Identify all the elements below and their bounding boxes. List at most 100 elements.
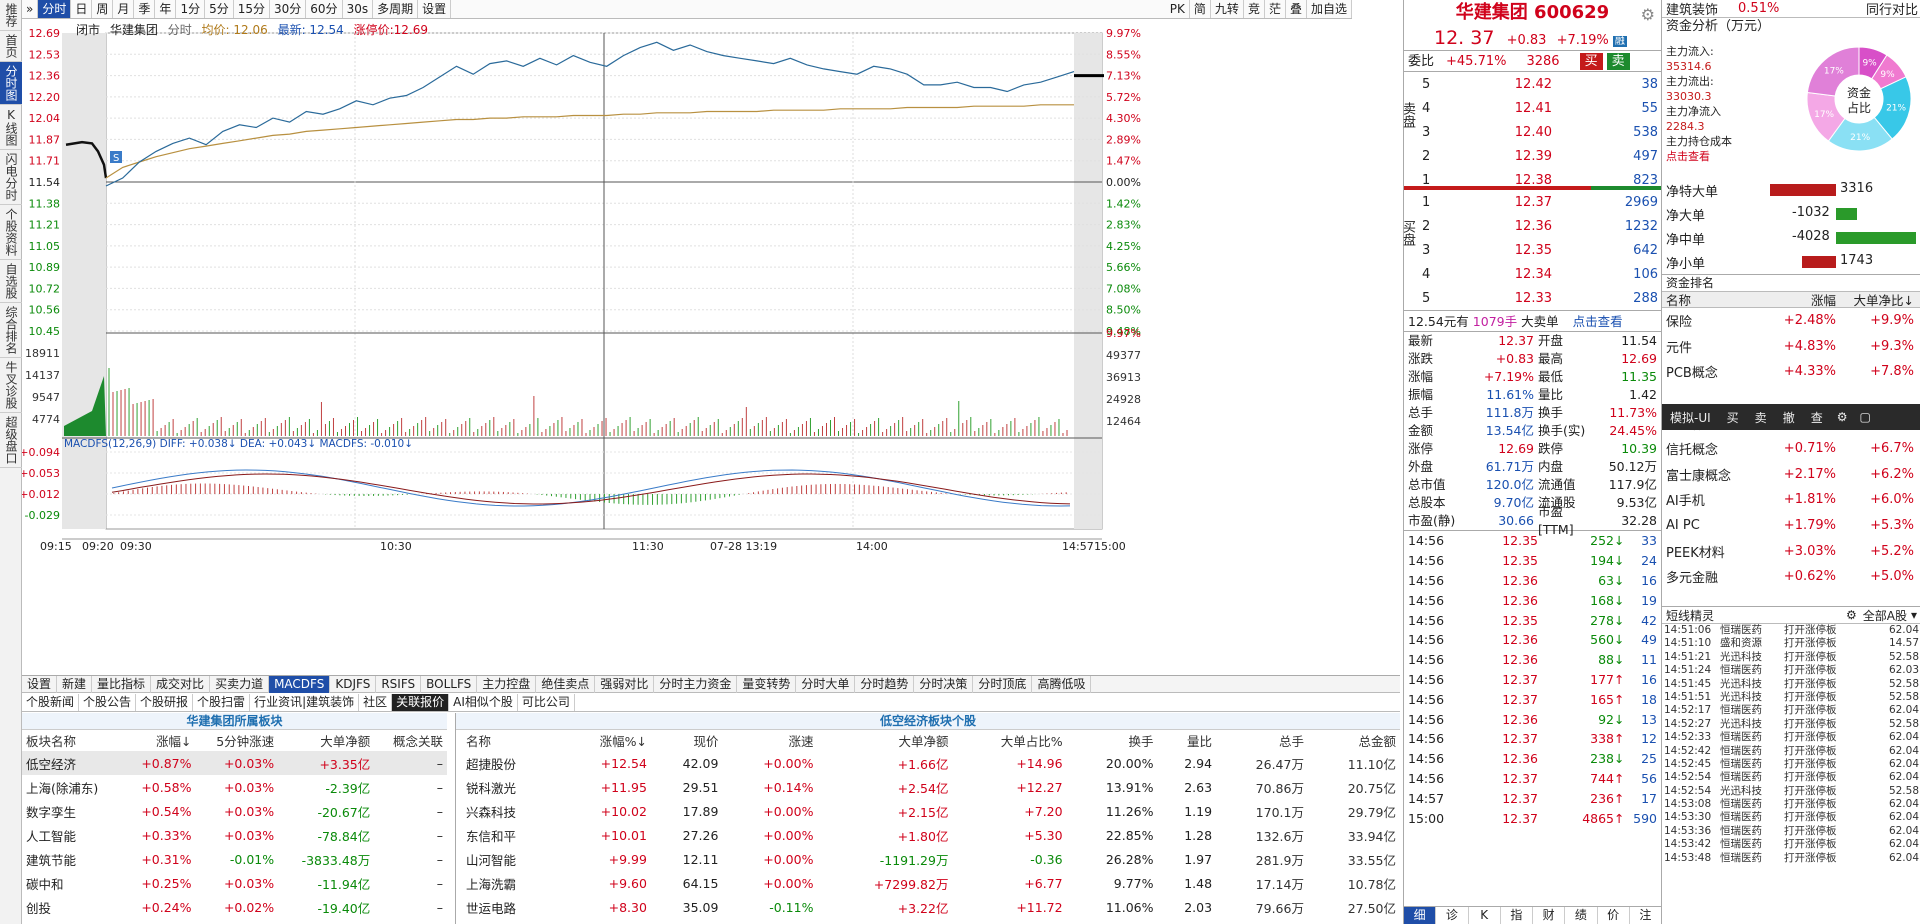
nav-item-6[interactable]: 自选股 bbox=[0, 260, 22, 303]
sector-col-header[interactable]: 涨幅↓ bbox=[156, 734, 192, 749]
quote-tab-4[interactable]: 财 bbox=[1533, 907, 1566, 924]
stock-row[interactable]: 锐科激光 +11.95 29.51 +0.14% +2.54亿 +12.27 13.91% 2… bbox=[456, 775, 1400, 799]
alert-row[interactable]: 14:52:33 恒瑞医药 打开涨停板 62.04 bbox=[1662, 731, 1920, 744]
alert-row[interactable]: 14:51:24 恒瑞医药 打开涨停板 62.03 bbox=[1662, 664, 1920, 677]
stock-col-header[interactable]: 涨幅%↓ bbox=[599, 734, 647, 749]
buy-button[interactable]: 买 bbox=[1579, 52, 1603, 70]
nav-item-2[interactable]: 分时图 bbox=[0, 62, 22, 105]
compare-link[interactable]: 同行对比 bbox=[1865, 3, 1918, 18]
nav-item-1[interactable]: 首页 bbox=[0, 31, 22, 62]
stock-row[interactable]: 山河智能 +9.99 12.11 +0.00% -1191.29万 -0.36 26.28%… bbox=[456, 847, 1400, 871]
nav-item-5[interactable]: 个股资料 bbox=[0, 205, 22, 260]
toolbar-right-6[interactable]: 加自选 bbox=[1307, 0, 1352, 18]
quote-tab-7[interactable]: 注 bbox=[1630, 907, 1662, 924]
overlay-btn-3[interactable]: 撤 bbox=[1782, 410, 1795, 425]
indicator-tab-0[interactable]: 设置 bbox=[22, 675, 58, 693]
overlay-btn-2[interactable]: 卖 bbox=[1754, 410, 1767, 425]
toolbar-right-0[interactable]: PK bbox=[1166, 0, 1190, 18]
indicator-tab-17[interactable]: 分时顶底 bbox=[973, 675, 1033, 693]
book-level[interactable]: 4 12.34 106 bbox=[1422, 262, 1661, 286]
stock-col-header[interactable]: 大单净额 bbox=[898, 734, 949, 749]
rank-row[interactable]: PEEK材料 +3.03% +5.2% bbox=[1662, 538, 1920, 564]
alert-row[interactable]: 14:52:54 恒瑞医药 打开涨停板 62.04 bbox=[1662, 771, 1920, 784]
indicator-tab-3[interactable]: 成交对比 bbox=[151, 675, 211, 693]
stock-row[interactable]: 兴森科技 +10.02 17.89 +0.00% +2.15亿 +7.20 11.26% 1.… bbox=[456, 799, 1400, 823]
sector-col-header[interactable]: 5分钟涨速 bbox=[216, 734, 275, 749]
book-level[interactable]: 1 12.38 823 bbox=[1422, 168, 1661, 192]
period-8[interactable]: 15分 bbox=[234, 0, 270, 18]
collapse-icon[interactable]: » bbox=[22, 0, 39, 18]
info-tab-5[interactable]: 社区 bbox=[359, 694, 393, 711]
stock-row[interactable]: 金禄电子+7.2026.34+0.04%+5081.31万+11.5023.55… bbox=[456, 919, 1400, 924]
big-order-link[interactable]: 点击查看 bbox=[1572, 313, 1623, 329]
alert-row[interactable]: 14:52:54 光迅科技 打开涨停板 52.58 bbox=[1662, 785, 1920, 798]
sector-row[interactable]: 人工智能 +0.33% +0.03% -78.84亿 – bbox=[22, 823, 447, 847]
alert-row[interactable]: 14:53:08 恒瑞医药 打开涨停板 62.04 bbox=[1662, 798, 1920, 811]
period-3[interactable]: 月 bbox=[113, 0, 135, 18]
period-11[interactable]: 30s bbox=[343, 0, 374, 18]
overlay-btn-0[interactable]: 模拟-UI bbox=[1670, 410, 1711, 425]
sector-row[interactable]: 碳中和 +0.25% +0.03% -11.94亿 – bbox=[22, 871, 447, 895]
rank-col-header[interactable]: 大单净比↓ bbox=[1853, 293, 1914, 308]
period-1[interactable]: 日 bbox=[71, 0, 93, 18]
toolbar-right-4[interactable]: 茫 bbox=[1265, 0, 1286, 18]
sector-row[interactable]: 上海(除浦东) +0.58% +0.03% -2.39亿 – bbox=[22, 775, 447, 799]
alert-row[interactable]: 14:53:48 恒瑞医药 打开涨停板 62.04 bbox=[1662, 852, 1920, 865]
rank-row[interactable]: AI手机 +1.81% +6.0% bbox=[1662, 487, 1920, 513]
indicator-tab-2[interactable]: 量比指标 bbox=[92, 675, 152, 693]
rank-col-header[interactable]: 涨幅 bbox=[1810, 293, 1836, 308]
period-7[interactable]: 5分 bbox=[205, 0, 234, 18]
sell-button[interactable]: 卖 bbox=[1606, 52, 1630, 70]
period-6[interactable]: 1分 bbox=[176, 0, 206, 18]
alert-row[interactable]: 14:52:42 恒瑞医药 打开涨停板 62.04 bbox=[1662, 745, 1920, 758]
alert-row[interactable]: 14:51:06 恒瑞医药 打开涨停板 62.04 bbox=[1662, 624, 1920, 637]
rank-row[interactable]: 保险 +2.48% +9.9% bbox=[1662, 308, 1920, 334]
sector-row[interactable]: 建筑节能 +0.31% -0.01% -3833.48万 – bbox=[22, 847, 447, 871]
period-10[interactable]: 60分 bbox=[306, 0, 343, 18]
info-tab-3[interactable]: 个股扫雷 bbox=[193, 694, 251, 711]
alert-row[interactable]: 14:52:17 恒瑞医药 打开涨停板 62.04 bbox=[1662, 704, 1920, 717]
gear-icon[interactable]: ⚙ bbox=[1640, 5, 1655, 24]
info-tab-1[interactable]: 个股公告 bbox=[79, 694, 137, 711]
book-level[interactable]: 5 12.33 288 bbox=[1422, 286, 1661, 310]
rank-row[interactable]: 多元金融 +0.62% +5.0% bbox=[1662, 564, 1920, 590]
book-level[interactable]: 3 12.35 642 bbox=[1422, 238, 1661, 262]
toolbar-right-2[interactable]: 九转 bbox=[1211, 0, 1244, 18]
quote-tab-5[interactable]: 绩 bbox=[1565, 907, 1598, 924]
info-tab-0[interactable]: 个股新闻 bbox=[22, 694, 80, 711]
sector-row[interactable]: 数字孪生 +0.54% +0.03% -20.67亿 – bbox=[22, 799, 447, 823]
indicator-tab-6[interactable]: KDJFS bbox=[330, 675, 377, 693]
period-13[interactable]: 设置 bbox=[418, 0, 452, 18]
indicator-tab-8[interactable]: BOLLFS bbox=[421, 675, 478, 693]
stock-row[interactable]: 东信和平 +10.01 27.26 +0.00% +1.80亿 +5.30 22.85% 1.… bbox=[456, 823, 1400, 847]
rank-row[interactable]: 信托概念 +0.71% +6.7% bbox=[1662, 436, 1920, 462]
quote-tab-3[interactable]: 指 bbox=[1501, 907, 1533, 924]
book-level[interactable]: 4 12.41 55 bbox=[1422, 96, 1661, 120]
info-tab-2[interactable]: 个股研报 bbox=[136, 694, 194, 711]
nav-item-3[interactable]: K线图 bbox=[0, 105, 22, 150]
stock-col-header[interactable]: 量比 bbox=[1187, 734, 1213, 749]
indicator-tab-4[interactable]: 买卖力道 bbox=[210, 675, 270, 693]
stock-col-header[interactable]: 涨速 bbox=[788, 734, 814, 749]
info-tab-7[interactable]: AI相似个股 bbox=[449, 694, 518, 711]
indicator-tab-1[interactable]: 新建 bbox=[57, 675, 93, 693]
stock-col-header[interactable]: 名称 bbox=[466, 734, 492, 749]
alert-row[interactable]: 14:52:45 恒瑞医药 打开涨停板 62.04 bbox=[1662, 758, 1920, 771]
flow-value[interactable]: 点击查看 bbox=[1666, 150, 1710, 163]
alert-row[interactable]: 14:52:27 光迅科技 打开涨停板 52.58 bbox=[1662, 718, 1920, 731]
stock-row[interactable]: 超捷股份 +12.54 42.09 +0.00% +1.66亿 +14.96 20.00% 2… bbox=[456, 751, 1400, 775]
overlay-btn-1[interactable]: 买 bbox=[1726, 410, 1739, 425]
toolbar-right-5[interactable]: 叠 bbox=[1286, 0, 1307, 18]
sector-col-header[interactable]: 大单净额 bbox=[320, 734, 371, 749]
alert-row[interactable]: 14:51:10 盛和资源 打开涨停板 14.57 bbox=[1662, 637, 1920, 650]
book-level[interactable]: 1 12.37 2969 bbox=[1422, 190, 1661, 214]
period-2[interactable]: 周 bbox=[92, 0, 114, 18]
rank-row[interactable]: 富士康概念 +2.17% +6.2% bbox=[1662, 462, 1920, 488]
indicator-tab-7[interactable]: RSIFS bbox=[376, 675, 422, 693]
chevron-down-icon[interactable]: ▾ bbox=[1910, 608, 1917, 622]
stock-col-header[interactable]: 现价 bbox=[693, 734, 719, 749]
sector-col-header[interactable]: 板块名称 bbox=[26, 734, 77, 749]
book-level[interactable]: 3 12.40 538 bbox=[1422, 120, 1661, 144]
indicator-tab-15[interactable]: 分时趋势 bbox=[855, 675, 915, 693]
indicator-tab-11[interactable]: 强弱对比 bbox=[595, 675, 655, 693]
